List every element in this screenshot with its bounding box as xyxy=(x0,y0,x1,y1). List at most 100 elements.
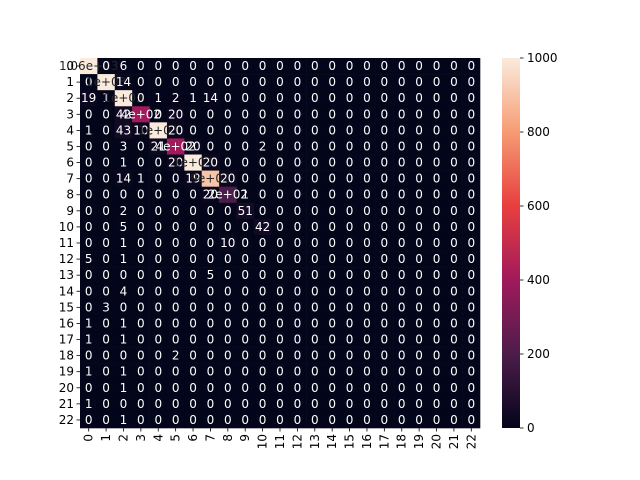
heatmap-cell xyxy=(184,379,203,397)
cell-value-label: 0 xyxy=(241,316,249,330)
cell-value-label: 0 xyxy=(381,172,389,186)
heatmap-cell xyxy=(114,251,133,268)
cell-value-label: 0 xyxy=(137,268,145,282)
cell-value-label: 0 xyxy=(415,397,423,411)
cell-value-label: 0 xyxy=(154,333,162,347)
x-tick-label: 19 xyxy=(412,434,426,449)
heatmap-cell xyxy=(184,74,203,91)
heatmap-cell xyxy=(462,122,481,139)
heatmap-cell xyxy=(166,267,185,284)
cell-value-label: 0 xyxy=(102,333,110,347)
cell-value-label: 0 xyxy=(189,381,197,395)
heatmap-cell xyxy=(114,202,133,220)
y-tick-label: 12 xyxy=(59,252,74,266)
heatmap-cell xyxy=(132,411,150,429)
cell-value-label: 0 xyxy=(398,139,406,153)
cell-value-label: 0 xyxy=(172,413,180,427)
cell-value-label: 0 xyxy=(363,220,371,234)
x-tick-label: 4 xyxy=(151,434,165,442)
cell-value-label: 0 xyxy=(381,268,389,282)
cell-value-label: 0 xyxy=(311,75,319,89)
cell-value-label: 0 xyxy=(363,365,371,379)
x-tick-label: 9 xyxy=(238,434,252,442)
cell-value-label: 0 xyxy=(85,107,93,121)
cell-value-label: 1 xyxy=(85,316,93,330)
heatmap-cell xyxy=(427,411,446,429)
heatmap-cell xyxy=(358,331,376,348)
heatmap-cell xyxy=(149,154,168,171)
cell-value-label: 0 xyxy=(276,204,284,218)
cell-value-label: 0 xyxy=(102,381,110,395)
cell-value-label: 0 xyxy=(433,172,441,186)
heatmap-cell xyxy=(393,138,411,155)
heatmap-cell xyxy=(445,58,463,75)
heatmap-cell xyxy=(184,363,203,381)
cell-value-label: 0 xyxy=(311,284,319,298)
heatmap-cell xyxy=(201,74,220,91)
cell-value-label: 0 xyxy=(276,172,284,186)
cell-value-label: 0 xyxy=(450,172,458,186)
heatmap-cell xyxy=(358,234,376,252)
heatmap-cell xyxy=(149,58,168,75)
heatmap-cell xyxy=(80,331,98,348)
heatmap-cell xyxy=(393,122,411,139)
heatmap-cell xyxy=(323,315,342,332)
cell-value-label: 0 xyxy=(276,381,284,395)
heatmap-cell xyxy=(306,395,324,413)
heatmap-cell xyxy=(236,58,255,75)
heatmap-cell xyxy=(462,363,481,381)
heatmap-cell xyxy=(132,331,150,348)
heatmap-cell xyxy=(306,379,324,397)
heatmap-cell xyxy=(253,202,272,220)
cell-value-label: 0 xyxy=(415,236,423,250)
heatmap-cell xyxy=(393,74,411,91)
cell-value-label: 0 xyxy=(346,316,354,330)
cell-value-label: 0 xyxy=(189,333,197,347)
cell-value-label: 0 xyxy=(224,204,232,218)
cell-value-label: 0 xyxy=(154,172,162,186)
heatmap-cell xyxy=(445,395,463,413)
heatmap-cell xyxy=(288,395,307,413)
heatmap-cell xyxy=(236,251,255,268)
cell-value-label: 0 xyxy=(433,381,441,395)
cell-value-label: 1.06e+03 xyxy=(59,59,118,73)
heatmap-cell xyxy=(132,251,150,268)
cell-value-label: 0 xyxy=(346,365,354,379)
cell-value-label: 0 xyxy=(433,300,441,314)
heatmap-cell xyxy=(132,234,150,252)
cell-value-label: 0 xyxy=(415,139,423,153)
heatmap-cell xyxy=(340,138,359,155)
cell-value-label: 0 xyxy=(259,333,267,347)
cell-value-label: 0 xyxy=(311,397,319,411)
cell-value-label: 0 xyxy=(154,204,162,218)
cell-value-label: 0 xyxy=(467,349,475,363)
cell-value-label: 0 xyxy=(224,91,232,105)
cell-value-label: 0 xyxy=(381,59,389,73)
heatmap-cell xyxy=(201,106,220,123)
heatmap-cell xyxy=(288,154,307,171)
y-tick-label: 7 xyxy=(66,172,74,186)
heatmap-cell xyxy=(166,186,185,204)
heatmap-cell xyxy=(201,315,220,332)
heatmap-cell xyxy=(427,395,446,413)
cell-value-label: 0 xyxy=(241,236,249,250)
cell-value-label: 1 xyxy=(85,365,93,379)
heatmap-cell xyxy=(149,395,168,413)
cell-value-label: 0 xyxy=(85,75,93,89)
heatmap-cell xyxy=(271,234,289,252)
cell-value-label: 0 xyxy=(433,139,441,153)
heatmap-cell xyxy=(166,154,185,171)
cell-value-label: 0 xyxy=(346,381,354,395)
cell-value-label: 0 xyxy=(259,172,267,186)
cell-value-label: 0 xyxy=(294,397,302,411)
cell-value-label: 0 xyxy=(467,397,475,411)
heatmap-cell xyxy=(132,379,150,397)
cell-value-label: 0 xyxy=(381,397,389,411)
heatmap-cell xyxy=(114,283,133,300)
heatmap-cell xyxy=(149,267,168,284)
heatmap-cell xyxy=(288,347,307,364)
cell-value-label: 0 xyxy=(85,188,93,202)
cell-value-label: 0 xyxy=(85,300,93,314)
heatmap-cell xyxy=(97,411,116,429)
cell-value-label: 0 xyxy=(363,381,371,395)
